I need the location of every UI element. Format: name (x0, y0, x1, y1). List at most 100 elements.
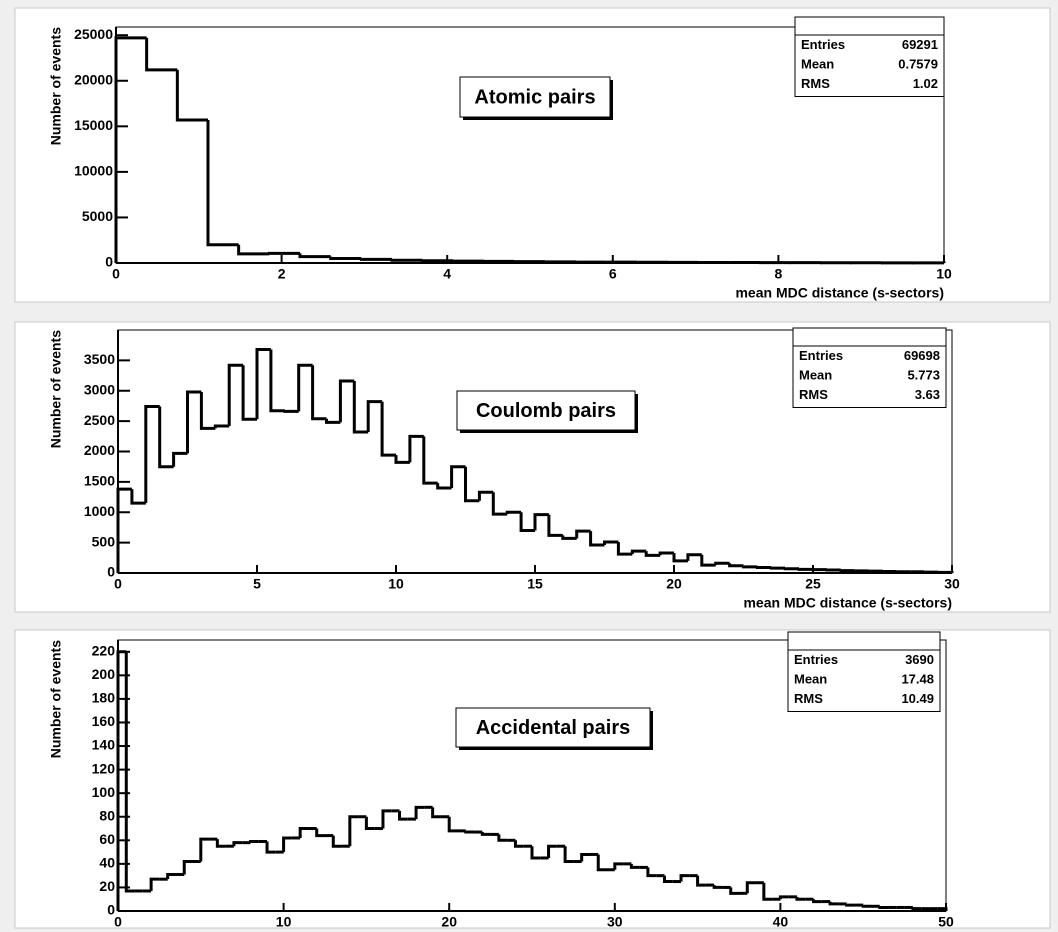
x-tick-label: 0 (114, 576, 122, 592)
histogram-bin (575, 529, 591, 539)
histogram-bin (547, 844, 557, 858)
histogram-bin (450, 465, 466, 488)
stats-label: Mean (801, 57, 834, 72)
histogram-bin (662, 875, 673, 884)
stats-box (787, 631, 941, 712)
x-axis-title: mean MDC distance (s-sectors) (735, 285, 944, 301)
histogram-bin (298, 253, 331, 259)
stats-value: 69698 (904, 348, 940, 363)
histogram-bin (464, 466, 480, 503)
chart-title: Atomic pairs (474, 86, 595, 108)
histogram-bin (658, 551, 674, 556)
histogram-bin (298, 827, 309, 838)
title-frame (455, 707, 651, 748)
histogram-bin (408, 434, 424, 463)
x-tick-label: 4 (443, 266, 451, 282)
y-tick-label: 40 (99, 855, 115, 871)
x-tick-label: 30 (607, 914, 623, 930)
stats-label: RMS (801, 76, 830, 91)
y-tick-label: 5000 (82, 208, 113, 224)
histogram-bin (861, 904, 872, 908)
stats-label: Entries (801, 37, 845, 52)
histogram-bin (580, 852, 590, 862)
histogram-bin (795, 896, 806, 901)
histogram-bin (144, 405, 160, 504)
histogram-bin (629, 863, 640, 869)
histogram-bin (199, 837, 210, 862)
stats-value: 3.63 (915, 387, 940, 402)
y-tick-label: 120 (92, 760, 116, 776)
histogram-bin (297, 363, 313, 412)
histogram-bin (232, 841, 243, 847)
histogram-bin (447, 816, 458, 833)
histogram-bin (283, 409, 299, 413)
histogram-bin (530, 846, 541, 860)
x-tick-label: 20 (666, 576, 682, 592)
y-tick-label: 180 (92, 690, 116, 706)
x-tick-label: 25 (805, 576, 821, 592)
histogram-bin (158, 406, 174, 469)
y-tick-label: 25000 (74, 26, 113, 42)
histogram-bin (589, 531, 605, 547)
histogram-bin (712, 885, 723, 889)
histogram-bin (613, 862, 624, 870)
x-tick-label: 10 (276, 914, 292, 930)
stats-label: Entries (799, 348, 843, 363)
histogram-bin (828, 901, 839, 906)
histogram-bin (505, 510, 522, 515)
y-tick-label: 500 (92, 533, 116, 549)
histogram-bin (728, 563, 744, 568)
stats-value: 5.773 (907, 368, 940, 383)
histogram-bin (878, 905, 889, 909)
histogram-bin (381, 809, 392, 829)
stats-box (794, 16, 945, 97)
x-tick-label: 5 (253, 576, 261, 592)
x-tick-label: 0 (112, 266, 120, 282)
histogram-bin (436, 483, 452, 490)
x-tick-label: 10 (936, 266, 952, 282)
y-tick-label: 0 (105, 254, 113, 270)
stats-value: 0.7579 (898, 57, 938, 72)
histogram-bin (414, 805, 425, 820)
y-tick-label: 60 (99, 831, 115, 847)
histogram-bin (644, 551, 661, 557)
y-axis-title: Number of events (48, 330, 64, 448)
x-tick-label: 6 (609, 266, 617, 282)
histogram-bin (480, 832, 491, 836)
histogram-bin (352, 381, 369, 434)
histogram-bin (366, 400, 383, 433)
histogram-bin (338, 379, 355, 423)
x-tick-label: 15 (527, 576, 543, 592)
y-tick-label: 20000 (74, 71, 113, 87)
histogram-bin (700, 554, 716, 567)
x-tick-label: 10 (388, 576, 404, 592)
histogram-bin (199, 391, 216, 430)
histogram-bin (755, 566, 772, 570)
histogram-bin (714, 561, 730, 566)
histogram-bin (359, 257, 392, 261)
histogram-bin (325, 418, 341, 424)
chart-title: Accidental pairs (476, 717, 631, 739)
stats-label: Entries (794, 652, 838, 667)
histogram-bin (331, 835, 342, 848)
histogram-bin (497, 834, 508, 842)
title-frame (456, 390, 636, 431)
y-axis-title: Number of events (48, 27, 64, 145)
histogram-bin (519, 512, 535, 532)
histogram-bin (783, 567, 800, 571)
histogram-bin (477, 490, 494, 501)
histogram-bin (255, 347, 271, 420)
histogram-bin (166, 872, 176, 880)
histogram-bin (646, 867, 657, 878)
histogram-bin (206, 119, 239, 247)
histogram-bin (172, 451, 188, 467)
stats-value: 17.48 (901, 672, 934, 687)
y-tick-label: 2000 (84, 442, 115, 458)
histogram-bin (329, 256, 362, 260)
y-tick-label: 0 (107, 564, 115, 580)
stats-label: RMS (799, 387, 828, 402)
histogram-bin (186, 390, 202, 454)
histogram-bin (241, 365, 257, 421)
histogram-bin (464, 830, 475, 834)
y-tick-label: 80 (99, 807, 115, 823)
